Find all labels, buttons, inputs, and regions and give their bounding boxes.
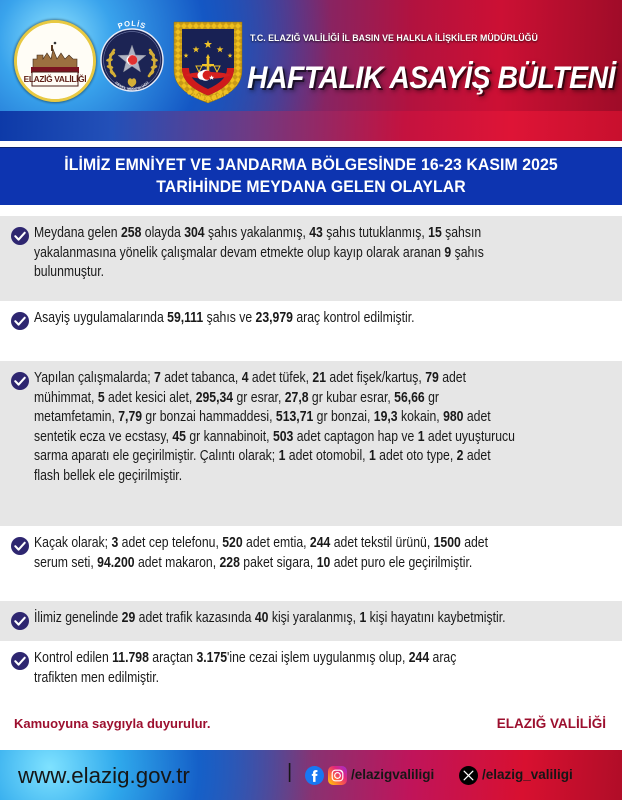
svg-text:1839: 1839 [205, 64, 212, 68]
svg-text:ELAZİĞ VALİLİĞİ: ELAZİĞ VALİLİĞİ [24, 73, 87, 84]
